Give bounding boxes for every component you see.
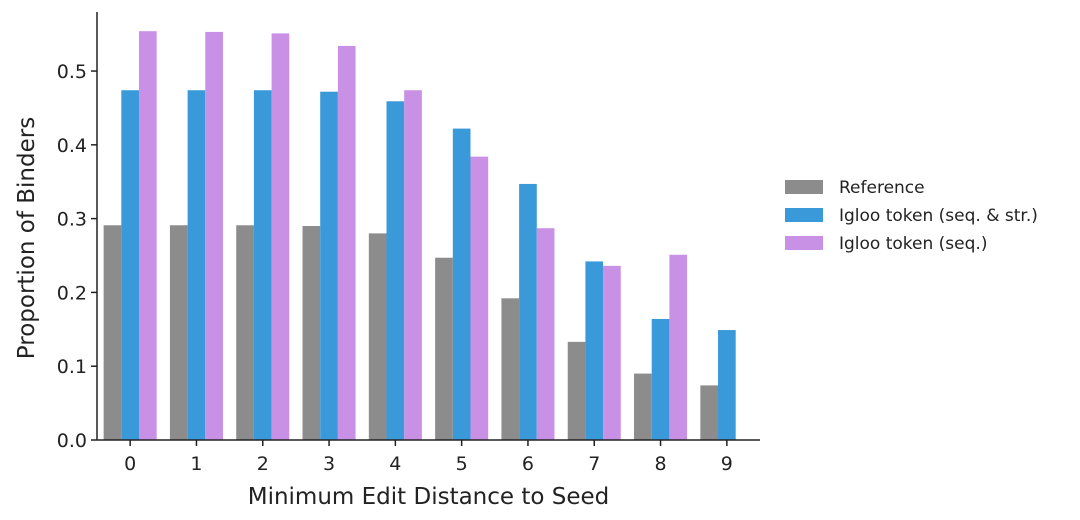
bar-reference-9 xyxy=(700,385,719,440)
bar-reference-1 xyxy=(169,225,188,440)
bar-igloo-token-seq-str-3 xyxy=(320,91,338,441)
x-tick-label: 6 xyxy=(522,453,534,475)
bar-igloo-token-seq-6 xyxy=(536,228,555,440)
bar-igloo-token-seq-str-4 xyxy=(386,101,405,440)
x-tick-label: 4 xyxy=(389,453,401,475)
y-tick-label: 0.5 xyxy=(57,61,87,83)
axes-layer xyxy=(96,12,760,441)
bar-igloo-token-seq-4 xyxy=(404,90,422,440)
bar-igloo-token-seq-str-1 xyxy=(187,90,206,440)
bar-igloo-token-seq-str-2 xyxy=(253,90,272,440)
bar-reference-0 xyxy=(103,225,122,440)
legend-swatch xyxy=(785,208,823,222)
legend-label: Reference xyxy=(839,178,925,198)
bar-igloo-token-seq-str-0 xyxy=(121,90,139,440)
bar-reference-4 xyxy=(368,233,387,440)
bar-reference-8 xyxy=(634,373,652,440)
bar-reference-2 xyxy=(236,225,254,440)
x-axis-title: Minimum Edit Distance to Seed xyxy=(248,484,610,510)
bar-igloo-token-seq-7 xyxy=(603,265,621,440)
bar-igloo-token-seq-5 xyxy=(470,156,489,441)
legend-label: Igloo token (seq. & str.) xyxy=(839,206,1038,226)
x-tick-label: 9 xyxy=(721,453,733,475)
bar-igloo-token-seq-str-9 xyxy=(718,330,736,440)
bar-igloo-token-seq-str-7 xyxy=(585,261,604,440)
bar-igloo-token-seq-1 xyxy=(205,31,223,441)
bar-igloo-token-seq-8 xyxy=(669,254,688,440)
bars-layer xyxy=(103,31,736,441)
x-tick-label: 3 xyxy=(323,453,335,475)
x-ticks: 0 1 2 3 4 5 6 7 8 9 xyxy=(124,440,733,475)
y-axis-title: Proportion of Binders xyxy=(14,117,40,359)
x-tick-label: 5 xyxy=(456,453,468,475)
y-tick-label: 0.4 xyxy=(57,135,87,157)
legend-swatch xyxy=(785,236,823,250)
bar-igloo-token-seq-str-8 xyxy=(651,318,670,440)
legend-label: Igloo token (seq.) xyxy=(839,234,987,254)
bar-reference-7 xyxy=(567,341,586,440)
bar-igloo-token-seq-0 xyxy=(138,31,157,440)
y-tick-label: 0.2 xyxy=(57,282,87,304)
y-tick-label: 0.3 xyxy=(57,209,87,231)
bar-igloo-token-seq-str-6 xyxy=(519,183,537,440)
y-ticks: 0.0 0.1 0.2 0.3 0.4 0.5 xyxy=(57,61,97,452)
x-tick-label: 2 xyxy=(257,453,269,475)
y-tick-label: 0.0 xyxy=(57,430,87,452)
legend: Reference Igloo token (seq. & str.) Igloo … xyxy=(785,178,1038,254)
bar-reference-6 xyxy=(501,298,520,440)
bar-igloo-token-seq-2 xyxy=(271,33,290,441)
bar-reference-5 xyxy=(435,257,453,440)
legend-swatch xyxy=(785,180,823,194)
y-tick-label: 0.1 xyxy=(57,356,87,378)
x-tick-label: 7 xyxy=(588,453,600,475)
bar-igloo-token-seq-str-5 xyxy=(452,128,471,440)
x-tick-label: 8 xyxy=(655,453,667,475)
x-tick-label: 0 xyxy=(124,453,136,475)
bar-igloo-token-seq-3 xyxy=(337,45,356,441)
x-tick-label: 1 xyxy=(190,453,202,475)
bar-reference-3 xyxy=(302,226,321,440)
